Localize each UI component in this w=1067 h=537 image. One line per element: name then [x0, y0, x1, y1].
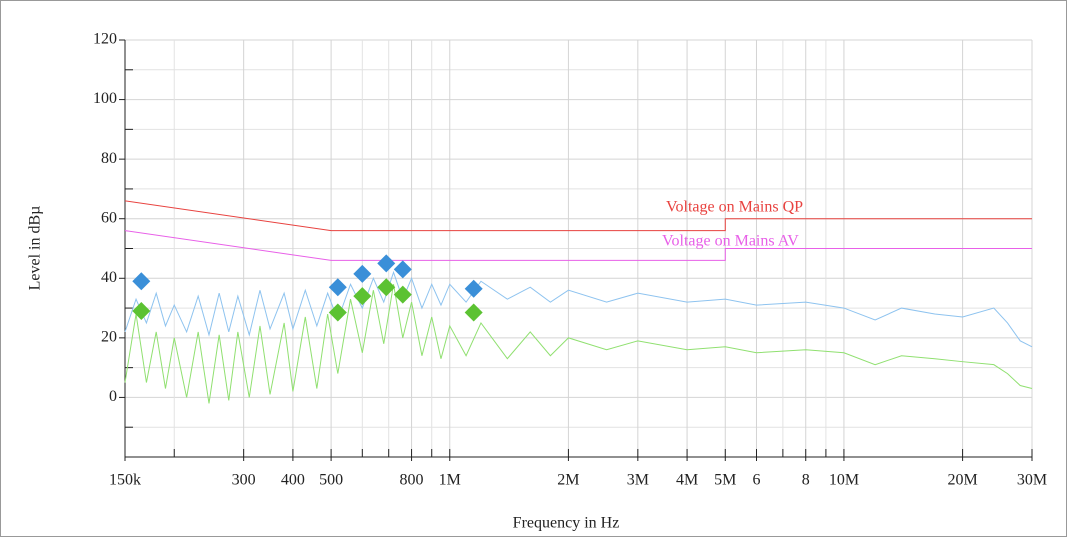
x-tick-label: 8: [802, 472, 810, 489]
marker: [132, 302, 151, 321]
marker: [328, 278, 347, 297]
x-tick-label: 4M: [676, 472, 698, 489]
marker: [393, 260, 412, 279]
y-tick-label: 100: [93, 90, 117, 107]
x-axis-label: Frequency in Hz: [513, 515, 620, 532]
marker: [132, 272, 151, 291]
y-tick-label: 120: [93, 31, 117, 48]
trace: [124, 284, 1033, 404]
x-tick-label: 800: [400, 472, 424, 489]
x-tick-label: 5M: [714, 472, 736, 489]
x-tick-label: 10M: [829, 472, 859, 489]
marker: [353, 287, 372, 306]
x-tick-label: 500: [319, 472, 343, 489]
x-tick-label: 6: [752, 472, 760, 489]
x-tick-label: 150k: [109, 472, 141, 489]
y-tick-label: 40: [101, 269, 117, 286]
marker: [328, 303, 347, 322]
marker: [393, 285, 412, 304]
x-tick-label: 300: [232, 472, 256, 489]
x-tick-label: 20M: [947, 472, 977, 489]
legend-label: Voltage on Mains QP: [666, 199, 803, 216]
y-tick-label: 20: [101, 329, 117, 346]
x-tick-label: 2M: [557, 472, 579, 489]
x-tick-label: 400: [281, 472, 305, 489]
marker: [377, 254, 396, 273]
limit-line: [124, 230, 1032, 261]
x-tick-label: 3M: [627, 472, 649, 489]
marker: [464, 303, 483, 322]
y-axis-label: Level in dBµ: [27, 206, 44, 291]
marker: [377, 278, 396, 297]
x-tick-label: 30M: [1017, 472, 1047, 489]
marker: [353, 264, 372, 283]
y-tick-label: 80: [101, 150, 117, 167]
marker: [464, 279, 483, 298]
y-tick-label: 60: [101, 209, 117, 226]
x-tick-label: 1M: [439, 472, 461, 489]
y-tick-label: 0: [109, 388, 117, 405]
legend-label: Voltage on Mains AV: [662, 233, 799, 250]
limit-line: [124, 200, 1032, 232]
